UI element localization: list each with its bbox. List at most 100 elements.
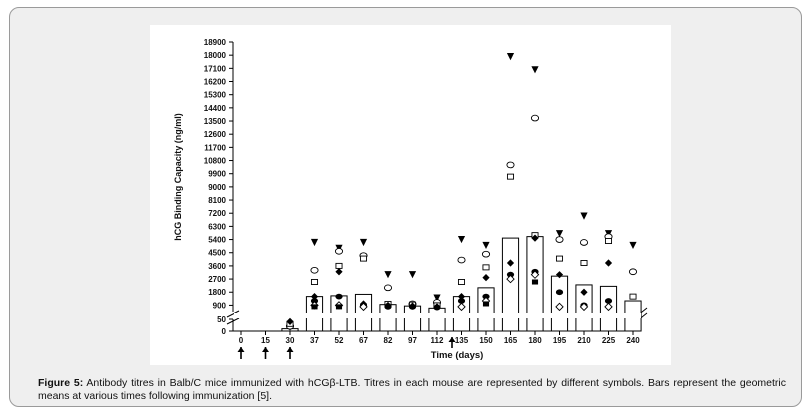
x-tick-label: 225 (602, 336, 616, 345)
filled-diamond-marker (580, 288, 588, 296)
open-diamond-marker (506, 274, 515, 284)
open-circle-marker (579, 239, 589, 246)
triangle-down-marker (629, 241, 637, 250)
open-square-marker (310, 279, 319, 285)
open-diamond-marker (530, 270, 540, 279)
open-square-marker (555, 255, 564, 262)
open-diamond-marker (555, 302, 564, 312)
open-circle-marker (506, 161, 515, 169)
filled-circle-marker (457, 298, 466, 304)
figure-frame: 900 1800 2700 3600 4500 5400 6300 7200 8100 9000 9… (9, 7, 802, 407)
open-diamond-marker (604, 302, 613, 312)
y-tick-label: 10800 (204, 157, 227, 166)
y-tick-label: 900 (213, 301, 227, 310)
x-tick-label: 135 (455, 336, 469, 345)
triangle-down-marker (580, 212, 588, 220)
filled-square-marker (335, 304, 343, 310)
y-tick-label: 13500 (204, 117, 227, 126)
open-square-marker (629, 293, 637, 300)
open-square-marker (604, 238, 613, 244)
y-tick-label: 9900 (208, 170, 226, 179)
open-circle-marker (310, 266, 319, 274)
x-tick-label: 0 (239, 336, 244, 345)
triangle-down-marker (457, 235, 466, 244)
filled-diamond-marker (531, 234, 539, 242)
open-square-marker (359, 255, 368, 262)
immunization-arrowhead (262, 347, 269, 352)
filled-diamond-marker (310, 293, 319, 301)
x-tick-label: 195 (553, 336, 567, 345)
y-tick-label: 7200 (208, 209, 226, 218)
open-square-marker (580, 260, 588, 266)
y-tick-label: 11700 (204, 143, 226, 152)
bar-geometric-mean (428, 307, 446, 332)
y-tick-label: 2700 (208, 275, 226, 284)
filled-diamond-marker (335, 268, 343, 276)
x-tick-label: 150 (479, 336, 493, 345)
filled-diamond-marker (457, 293, 466, 301)
filled-circle-marker (310, 298, 319, 304)
y-tick-label: 6300 (208, 222, 226, 231)
x-tick-label: 30 (286, 336, 295, 345)
triangle-down-marker (482, 241, 490, 250)
open-circle-marker (530, 114, 540, 122)
bar-geometric-mean (477, 287, 495, 332)
immunization-arrowhead (237, 347, 245, 352)
filled-circle-marker (555, 289, 564, 296)
filled-diamond-marker (555, 271, 564, 279)
filled-circle-marker (506, 271, 515, 278)
y-tick-label: 12600 (204, 130, 227, 139)
filled-circle-marker (482, 293, 490, 300)
y-tick-label: 16200 (204, 78, 227, 87)
chart-area: 900 1800 2700 3600 4500 5400 6300 7200 8100 9000 9… (150, 25, 671, 365)
caption-label: Figure 5: (38, 377, 84, 389)
open-circle-marker (555, 236, 564, 243)
x-tick-label: 112 (431, 336, 444, 345)
open-square-marker (335, 262, 343, 269)
triangle-down-marker (359, 238, 368, 247)
y-tick-label: 50 (217, 315, 226, 324)
axis-break-mark (226, 310, 240, 318)
y-tick-label: 1800 (208, 288, 226, 297)
open-diamond-marker (579, 302, 589, 312)
y-tick-label: 18000 (204, 51, 227, 60)
y-tick-label: 0 (222, 327, 227, 336)
x-tick-label: 180 (528, 336, 542, 345)
triangle-down-marker (433, 294, 441, 302)
bar-geometric-mean (354, 293, 373, 332)
triangle-down-marker (531, 66, 539, 74)
open-square-marker (506, 173, 515, 180)
y-tick-label: 14400 (204, 104, 227, 113)
filled-diamond-marker (604, 259, 613, 267)
x-tick-label: 97 (408, 336, 417, 345)
data-points (285, 53, 638, 331)
x-tick-label: 165 (504, 336, 518, 345)
x-tick-label: 37 (310, 336, 319, 345)
triangle-down-marker (384, 271, 392, 279)
axis-break-gap (234, 313, 641, 318)
axis-break-mark (226, 317, 240, 325)
filled-square-marker (482, 301, 490, 307)
open-circle-marker (334, 247, 344, 255)
y-tick-label: 15300 (204, 91, 227, 100)
filled-diamond-marker (482, 274, 490, 282)
filled-square-marker (311, 304, 318, 310)
filled-circle-marker (408, 303, 417, 310)
open-diamond-marker (457, 302, 466, 312)
caption-text: Antibody titres in Balb/C mice immunized… (38, 377, 786, 402)
y-tick-label: 17100 (204, 64, 227, 73)
y-tick-label: 9000 (208, 183, 226, 192)
immunization-arrowhead (286, 347, 294, 352)
open-diamond-marker (359, 302, 368, 312)
open-circle-marker (457, 256, 466, 264)
y-tick-label: 8100 (208, 196, 226, 205)
y-tick-label: 18900 (204, 38, 227, 47)
x-tick-label: 240 (626, 336, 640, 345)
y-tick-label: 3600 (208, 262, 226, 271)
filled-circle-marker (335, 293, 343, 300)
y-tick-label: 5400 (208, 236, 226, 245)
filled-circle-marker (384, 303, 392, 310)
open-square-marker (482, 264, 490, 271)
filled-circle-marker (433, 304, 441, 311)
triangle-down-marker (555, 230, 564, 238)
